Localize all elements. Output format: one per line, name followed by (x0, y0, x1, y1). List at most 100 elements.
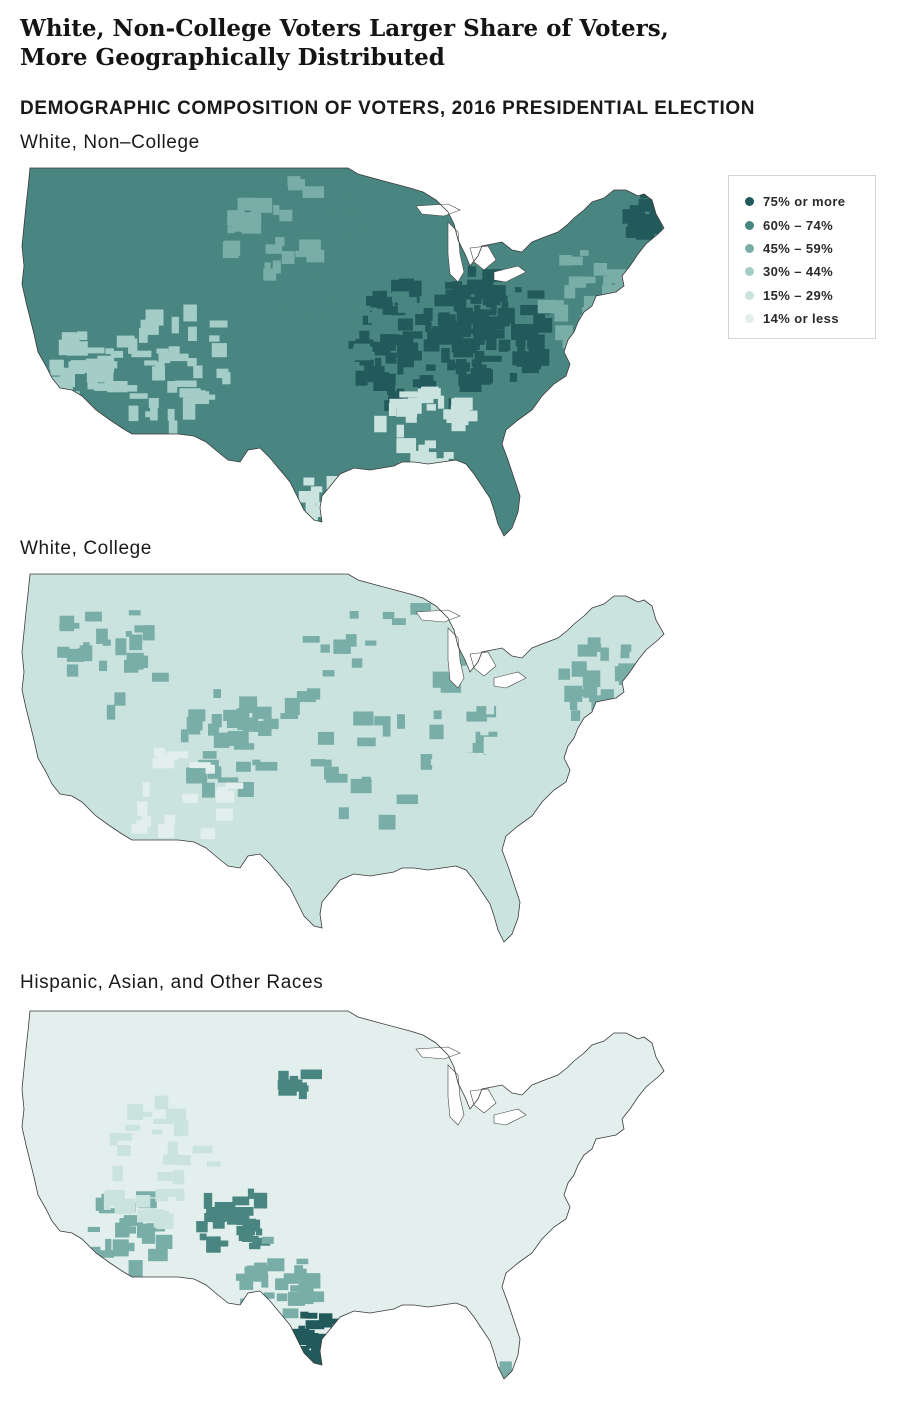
county-cell (298, 1283, 314, 1295)
county-cell (276, 223, 297, 237)
county-cell (476, 706, 497, 718)
county-cell (165, 1188, 185, 1198)
county-cell (182, 403, 196, 420)
county-cell (364, 360, 374, 373)
county-cell (239, 1274, 254, 1290)
county-cell (135, 1195, 151, 1208)
county-cell (438, 395, 445, 409)
lake-shape (493, 1108, 527, 1126)
county-cell (231, 224, 248, 232)
county-cell (202, 751, 217, 759)
county-cell (601, 306, 609, 313)
county-cell (587, 643, 602, 652)
county-cell (302, 1291, 325, 1303)
legend-item-14-or-less: 14% or less (745, 307, 875, 330)
county-cell (370, 366, 385, 374)
county-cell (59, 615, 75, 632)
county-cell (114, 1133, 133, 1141)
county-cell (483, 736, 506, 751)
county-cell (582, 670, 601, 688)
county-cell (384, 400, 392, 411)
county-cell (152, 366, 165, 381)
county-cell (388, 391, 407, 402)
county-cell (255, 761, 278, 771)
county-cell (376, 296, 393, 309)
legend-swatch (745, 267, 754, 277)
county-cell (583, 276, 596, 284)
county-cell (351, 309, 360, 322)
county-cell (616, 313, 627, 322)
county-cell (276, 255, 287, 262)
county-cell (565, 332, 585, 345)
county-cell (578, 334, 586, 341)
county-cell (463, 292, 471, 300)
county-cell (227, 210, 245, 226)
county-cell (602, 284, 622, 297)
county-cell (247, 1188, 255, 1199)
county-cell (208, 723, 219, 736)
county-cell (199, 1233, 207, 1241)
county-cell (512, 1367, 525, 1379)
county-cell (397, 714, 405, 729)
county-cell (258, 275, 274, 288)
county-cell (579, 250, 589, 256)
county-cell (112, 1165, 123, 1182)
county-cell (86, 347, 105, 354)
county-cell (302, 365, 323, 374)
county-cell (158, 352, 171, 364)
county-cell (433, 710, 442, 720)
legend-label: 45% – 59% (763, 240, 834, 256)
county-cell (641, 214, 652, 228)
county-cell (420, 754, 433, 770)
county-cell (182, 793, 198, 803)
county-cell (142, 782, 150, 797)
county-cell (445, 720, 465, 727)
county-cell (242, 1218, 257, 1230)
lake-shape (469, 245, 497, 271)
county-cell (92, 1250, 115, 1258)
county-cell (94, 383, 116, 391)
county-cell (275, 237, 285, 246)
county-cell (594, 305, 616, 312)
legend-swatch (745, 243, 754, 253)
county-cell (116, 335, 135, 348)
county-cell (417, 388, 434, 404)
county-cell (472, 868, 481, 878)
county-cell (387, 381, 396, 396)
county-cell (295, 250, 309, 258)
county-cell (188, 326, 197, 341)
county-cell (402, 805, 420, 818)
county-cell (328, 1337, 347, 1354)
county-cell (564, 285, 576, 299)
county-cell (163, 1154, 181, 1165)
county-cell (99, 660, 108, 672)
county-cell (374, 716, 391, 726)
county-cell (202, 394, 216, 400)
county-cell (426, 404, 436, 411)
county-cell (419, 375, 434, 389)
county-cell (396, 424, 404, 438)
legend-label: 15% – 29% (763, 287, 834, 303)
county-cell (310, 759, 326, 767)
county-cell (182, 397, 190, 408)
county-cell (501, 301, 509, 313)
county-cell (481, 369, 493, 384)
county-cell (186, 716, 203, 731)
county-cell (95, 1197, 107, 1211)
county-cell (237, 722, 254, 731)
county-cell (353, 227, 363, 243)
county-cell (391, 279, 412, 293)
county-cell (618, 674, 631, 685)
county-cell (289, 1075, 299, 1082)
county-cell (389, 753, 398, 771)
county-cell (473, 364, 487, 379)
county-cell (430, 759, 440, 765)
county-cell (298, 1268, 307, 1279)
county-cell (385, 352, 397, 364)
county-cell (536, 779, 544, 785)
county-cell (305, 1320, 325, 1330)
county-cell (495, 1378, 509, 1379)
county-cell (394, 744, 407, 759)
legend-label: 60% – 74% (763, 217, 834, 233)
county-cell (331, 322, 346, 332)
